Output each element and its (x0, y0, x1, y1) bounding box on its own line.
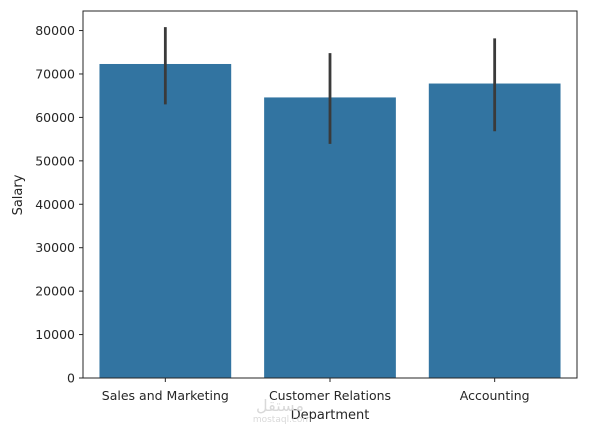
y-axis-title: Salary (11, 174, 26, 215)
y-tick-label-3: 30000 (35, 240, 75, 255)
bars-layer (99, 63, 561, 379)
y-tick-label-0: 0 (67, 371, 75, 386)
x-tick-label-1: Customer Relations (269, 388, 391, 403)
bar-1 (264, 97, 396, 378)
y-tick-label-8: 80000 (35, 23, 75, 38)
y-tick-label-7: 70000 (35, 66, 75, 81)
y-tick-label-5: 50000 (35, 153, 75, 168)
y-axis-ticks: 0 10000 20000 30000 40000 50000 60000 70000 8000… (35, 23, 83, 386)
y-tick-label-4: 40000 (35, 197, 75, 212)
y-tick-label-2: 20000 (35, 284, 75, 299)
bar-2 (428, 83, 561, 378)
bar-0 (99, 63, 232, 379)
watermark-logo: مستقل (256, 396, 304, 415)
x-axis-title: Department (291, 408, 370, 423)
y-tick-label-1: 10000 (35, 327, 75, 342)
x-tick-label-0: Sales and Marketing (102, 388, 229, 403)
x-tick-label-2: Accounting (460, 388, 530, 403)
watermark-url: mostaql.com (253, 415, 311, 425)
error-bars-layer (163, 27, 497, 144)
x-axis-ticks: Sales and Marketing Customer Relations Acc… (102, 378, 530, 403)
y-tick-label-6: 60000 (35, 110, 75, 125)
